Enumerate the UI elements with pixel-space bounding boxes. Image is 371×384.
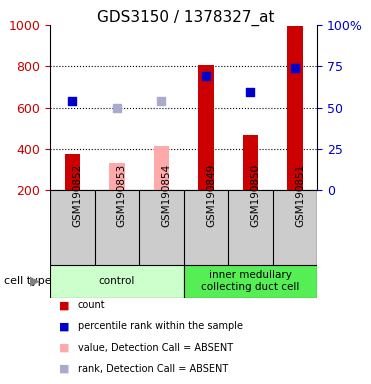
Bar bbox=[198, 65, 214, 190]
Text: GSM190853: GSM190853 bbox=[117, 164, 127, 227]
Point bbox=[292, 65, 298, 71]
Point bbox=[69, 98, 75, 104]
Bar bbox=[109, 163, 125, 190]
Text: control: control bbox=[99, 276, 135, 286]
Bar bbox=[243, 136, 258, 190]
Text: GSM190850: GSM190850 bbox=[250, 164, 260, 227]
Point bbox=[114, 104, 120, 111]
Text: ■: ■ bbox=[59, 300, 70, 310]
Bar bbox=[65, 154, 80, 190]
Text: percentile rank within the sample: percentile rank within the sample bbox=[78, 321, 243, 331]
Text: cell type: cell type bbox=[4, 276, 51, 286]
Bar bbox=[154, 146, 169, 190]
Point bbox=[203, 73, 209, 79]
Text: ■: ■ bbox=[59, 343, 70, 353]
Text: rank, Detection Call = ABSENT: rank, Detection Call = ABSENT bbox=[78, 364, 228, 374]
Bar bbox=[184, 265, 317, 298]
Bar bbox=[50, 265, 184, 298]
Text: ■: ■ bbox=[59, 364, 70, 374]
Bar bbox=[287, 26, 303, 190]
Text: value, Detection Call = ABSENT: value, Detection Call = ABSENT bbox=[78, 343, 233, 353]
Text: ■: ■ bbox=[59, 321, 70, 331]
Text: GSM190849: GSM190849 bbox=[206, 164, 216, 227]
Text: GSM190854: GSM190854 bbox=[161, 164, 171, 227]
Text: GDS3150 / 1378327_at: GDS3150 / 1378327_at bbox=[97, 10, 274, 26]
Text: inner medullary
collecting duct cell: inner medullary collecting duct cell bbox=[201, 270, 300, 292]
Point bbox=[247, 89, 253, 95]
Text: count: count bbox=[78, 300, 105, 310]
Text: ▶: ▶ bbox=[30, 275, 39, 288]
Text: GSM190851: GSM190851 bbox=[295, 164, 305, 227]
Point bbox=[158, 98, 164, 104]
Text: GSM190852: GSM190852 bbox=[72, 164, 82, 227]
